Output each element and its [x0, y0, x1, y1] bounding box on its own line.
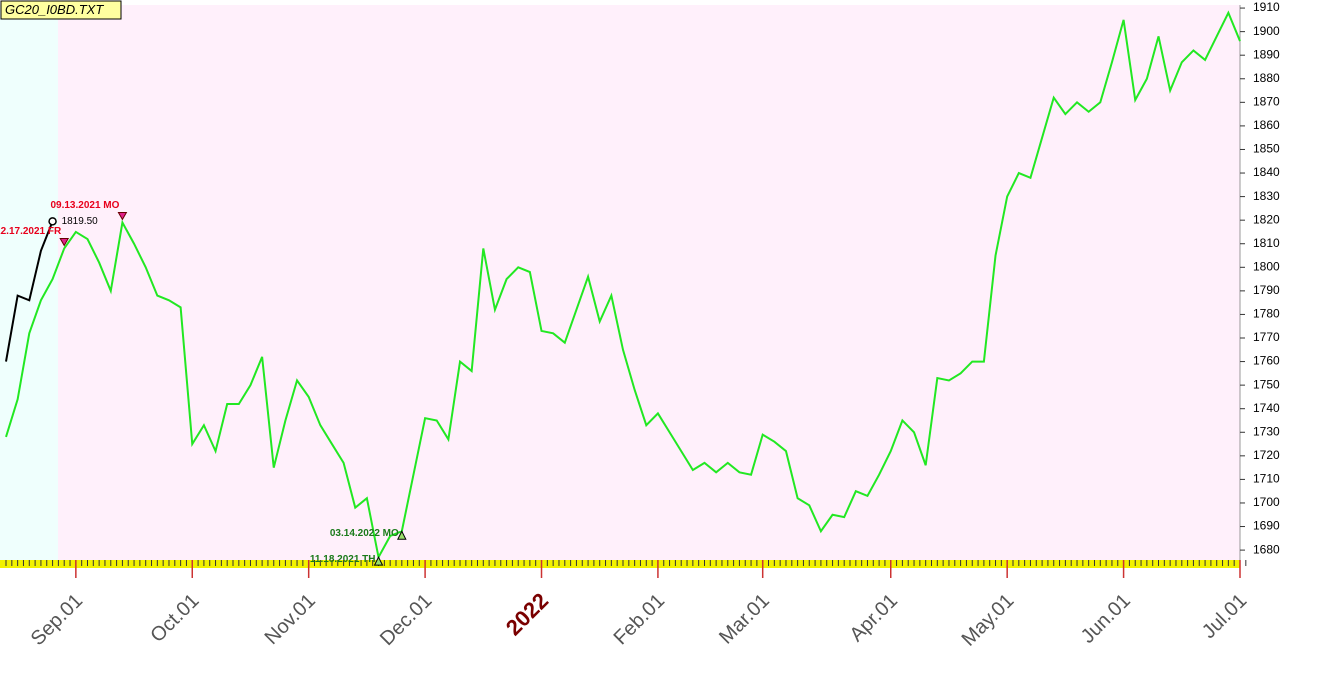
high-marker — [117, 212, 128, 221]
x-tick-label: Apr.01 — [846, 590, 902, 646]
x-tick-label: Oct.01 — [146, 590, 203, 647]
y-tick-label: 1770 — [1253, 330, 1280, 344]
y-tick-label: 1800 — [1253, 259, 1280, 273]
y-tick-label: 1740 — [1253, 401, 1280, 415]
title-box — [0, 0, 122, 20]
x-tick-label: 2022 — [501, 588, 553, 640]
x-tick-label: Jul.01 — [1198, 590, 1251, 643]
series-line — [5, 220, 54, 362]
y-tick-label: 1680 — [1253, 542, 1280, 556]
y-tick-label: 1790 — [1253, 283, 1280, 297]
y-tick-label: 1760 — [1253, 354, 1280, 368]
x-tick-label: Jun.01 — [1077, 590, 1135, 648]
x-tick-label: Dec.01 — [376, 590, 436, 650]
y-tick-label: 1880 — [1253, 71, 1280, 85]
y-tick-label: 1890 — [1253, 47, 1280, 61]
y-tick-label: 1850 — [1253, 142, 1280, 156]
y-tick-label: 1810 — [1253, 236, 1280, 250]
x-tick-label: May.01 — [958, 590, 1019, 651]
y-tick-label: 1690 — [1253, 519, 1280, 533]
axis-strip — [0, 560, 1240, 568]
y-tick-label: 1700 — [1253, 495, 1280, 509]
annotation: 12.17.2021 FR — [0, 226, 62, 237]
last-point — [48, 217, 57, 226]
y-tick-label: 1900 — [1253, 24, 1280, 38]
y-tick-label: 1820 — [1253, 212, 1280, 226]
x-tick-label: Sep.01 — [27, 590, 87, 650]
chart-title: GC20_I0BD.TXT — [5, 2, 104, 17]
annotation: 03.14.2022 MO — [330, 528, 399, 539]
x-tick-label: Feb.01 — [610, 590, 670, 650]
annotation: 11.18.2021 TH — [310, 554, 376, 565]
region-current — [58, 5, 1240, 560]
y-tick-label: 1730 — [1253, 424, 1280, 438]
y-tick-label: 1780 — [1253, 307, 1280, 321]
low-marker — [397, 530, 407, 540]
region-prior — [0, 5, 58, 560]
y-tick-label: 1710 — [1253, 472, 1280, 486]
x-tick-label: Nov.01 — [261, 590, 320, 649]
y-tick-label: 1830 — [1253, 189, 1280, 203]
value-label: 1819.50 — [62, 216, 99, 227]
y-tick-label: 1860 — [1253, 118, 1280, 132]
y-tick-label: 1910 — [1253, 0, 1280, 14]
y-tick-label: 1750 — [1253, 377, 1280, 391]
high-marker — [59, 237, 70, 247]
y-tick-label: 1720 — [1253, 448, 1280, 462]
y-tick-label: 1870 — [1253, 95, 1280, 109]
y-tick-label: 1840 — [1253, 165, 1280, 179]
low-marker — [373, 556, 384, 566]
series-line — [5, 10, 1241, 561]
x-tick-label: Mar.01 — [715, 590, 774, 649]
annotation: 09.13.2021 MO — [50, 200, 119, 211]
